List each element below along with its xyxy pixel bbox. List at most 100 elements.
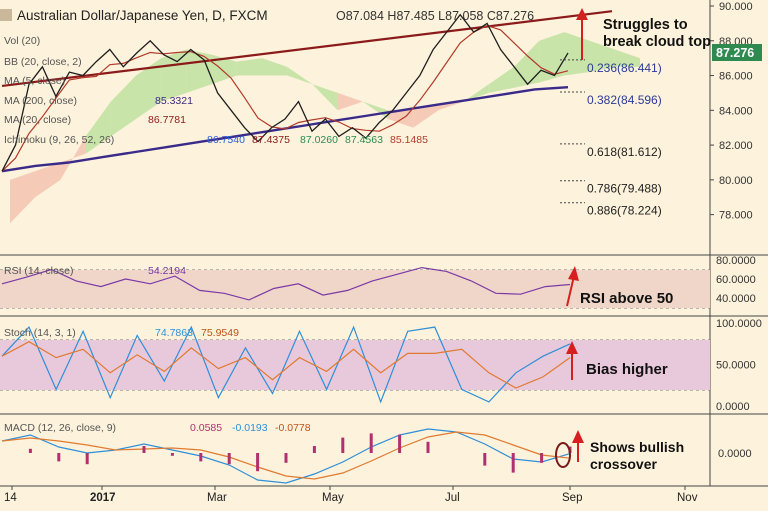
cloud-segment [161,49,187,102]
legend-rsi[interactable]: RSI (14, close) [4,265,73,277]
fib-label: 0.886(78.224) [587,204,662,218]
annotation-cloud-line: break cloud top [603,34,711,50]
cloud-segment [589,40,615,73]
cloud-segment [287,66,313,85]
price-tick-label: 84.000 [719,105,753,117]
stoch-k-line [1,325,571,404]
x-tick-label: 14 [4,492,17,504]
macd-crossover-circle [555,442,571,468]
cloud-segment [312,84,338,111]
ichimoku-chikou-value: 87.0260 [300,134,338,146]
cloud-segment [488,66,514,93]
rsi-band [0,270,710,308]
legend-bb[interactable]: BB (20, close, 2) [4,56,82,68]
annotation-macd: Shows bullish [590,439,684,455]
cloud-segment [614,49,640,67]
legend-ma200[interactable]: MA (200, close) [4,95,77,107]
ichimoku-kijun-value: 87.4375 [252,134,290,146]
symbol-icon[interactable] [0,9,12,21]
stoch-d-value: 75.9549 [201,327,239,339]
legend-ma5[interactable]: MA (5, close) [4,75,65,87]
indicator-legends: RSI (14, close) 54.2194 Stoch (14, 3, 1)… [4,265,311,434]
cloud-segment [438,101,464,111]
price-lines [1,10,613,484]
rsi-arrow-head [568,266,579,281]
price-badge-value: 87.276 [716,46,754,60]
x-tick-label: Jul [445,492,460,504]
annotation-macd-line: crossover [590,456,657,472]
ma200-value: 85.3321 [155,95,193,107]
annotation-stoch: Bias higher [586,361,668,378]
legend-stoch[interactable]: Stoch (14, 3, 1) [4,327,76,339]
macd-signal-value: -0.0778 [275,422,311,434]
macd-hist-value: 0.0585 [190,422,222,434]
fib-label: 0.236(86.441) [587,61,662,75]
fibonacci-levels: 0.236(86.441) 0.382(84.596) 0.618(81.612) 0… [560,59,662,218]
price-badge-bg [712,44,762,61]
x-tick-label: Nov [677,492,698,504]
rsi-tick-label: 40.0000 [716,293,756,305]
price-line [1,13,569,172]
x-tick-label: May [322,492,344,504]
legend-ma20[interactable]: MA (20, close) [4,114,71,126]
chart-title: Australian Dollar/Japanese Yen, D, FXCM [17,8,268,23]
header-legend: Australian Dollar/Japanese Yen, D, FXCM … [0,8,534,146]
rsi-line [1,266,571,301]
x-tick-label: Mar [207,492,227,504]
stoch-d-line [1,341,571,389]
legend-macd[interactable]: MACD (12, 26, close, 9) [4,422,116,434]
price-badge: 87.276 [712,44,762,61]
cloud-segment [564,32,590,76]
cloud-segment [236,58,262,76]
stoch-k-value: 74.7863 [155,327,193,339]
rsi-tick-label: 60.0000 [716,274,756,286]
macd-arrow-head [572,430,584,443]
cloud-segment [413,105,439,128]
cloud-segment [262,58,288,76]
cloud-segment [514,40,540,88]
signal-line [1,431,571,480]
macd-value: -0.0193 [232,422,268,434]
cloud-segment [60,136,86,180]
cloud-segment [362,101,388,119]
stoch-tick-label: 100.0000 [716,318,762,330]
resistance-trendline [1,10,613,88]
annotation-macd-1: Shows bullish crossover [590,439,684,472]
ohlc-readout: O87.084 H87.485 L87.058 C87.276 [336,9,534,23]
stoch-arrow-head [566,341,578,354]
stoch-tick-label: 0.0000 [716,401,750,413]
cloud-segment [136,58,162,119]
x-tick-label: Sep [562,492,582,504]
ma20-value: 86.7781 [148,114,186,126]
rsi-tick-label: 80.0000 [716,255,756,267]
ichimoku-spanB-value: 85.1485 [390,134,428,146]
price-tick-label: 78.000 [719,210,753,222]
rsi-arrow [566,275,575,307]
cloud-segment [337,92,363,111]
annotations: Struggles to break cloud top RSI above 50… [555,8,711,472]
cloud-segment [10,171,36,224]
annotation-cloud-1: Struggles to break cloud top [603,17,711,50]
price-tick-label: 90.000 [719,1,753,13]
fib-label: 0.786(79.488) [587,182,662,196]
price-axes: 90.00088.00086.00084.00082.00080.00078.0… [4,1,762,504]
annotation-rsi: RSI above 50 [580,290,673,307]
ichimoku-spanA-value: 87.4563 [345,134,383,146]
ichimoku-cloud [10,32,640,224]
legend-vol[interactable]: Vol (20) [4,35,40,47]
price-tick-label: 86.000 [719,71,753,83]
cloud-arrow-head [576,8,588,20]
macd-tick-label: 0.0000 [718,448,752,460]
fib-label: 0.618(81.612) [587,145,662,159]
cloud-segment [35,162,61,198]
annotation-cloud: Struggles to [603,17,688,33]
x-tick-label: 2017 [90,492,116,504]
cloud-segment [110,75,136,137]
ichimoku-tenkan-value: 86.7540 [207,134,245,146]
legend-ichimoku[interactable]: Ichimoku (9, 26, 52, 26) [4,134,114,146]
cloud-segment [85,101,111,154]
macd-line [1,428,571,484]
fib-label: 0.382(84.596) [587,93,662,107]
